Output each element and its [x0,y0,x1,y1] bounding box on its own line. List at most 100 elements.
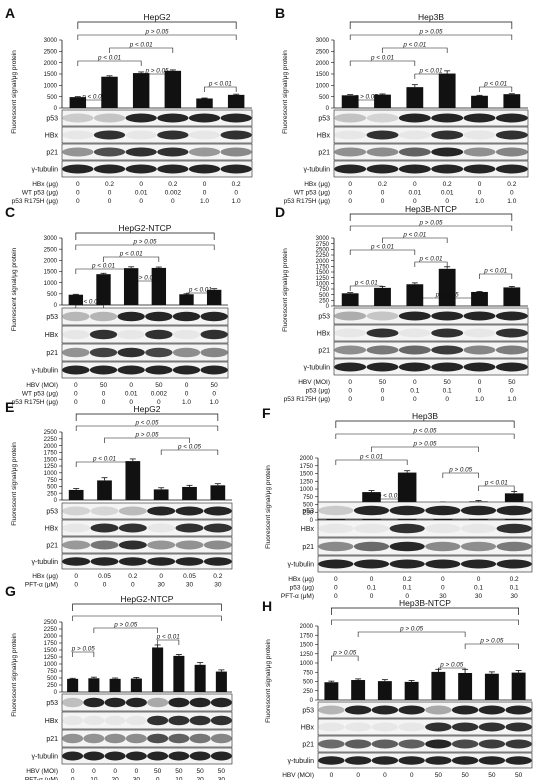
blot-band [398,362,431,372]
blot-band [203,523,232,533]
blot-band [334,113,367,123]
blot-band [210,733,232,744]
condition-label: p53 R175H (μg) [12,198,58,205]
blot-band [62,715,84,726]
significance-bracket [77,34,237,40]
p-value-label: p > 0.05 [332,650,356,657]
y-tick-label: 500 [319,293,330,299]
blot-band [188,113,221,123]
condition-value: 0 [334,593,338,600]
blot-band [505,722,532,732]
blot-band [147,506,176,516]
condition-value: 50 [462,772,470,779]
blot-band [147,751,169,761]
y-tick-label: 2500 [316,50,330,56]
blot-strip [61,729,233,748]
significance-bracket [349,60,416,66]
blot-band [398,328,431,338]
blot-band [200,311,228,322]
blot-band [89,329,118,340]
blot-band [366,147,399,157]
panel-title: HepG2-NTCP [119,223,172,233]
blot-band [62,733,84,744]
blot-row-label: p53 [318,116,330,123]
p-value-label: p < 0.01 [377,493,401,500]
blot-band [398,345,431,355]
y-axis-title: Fluorescent signal/μg protein [265,465,272,549]
significance-bracket [75,461,134,467]
blot-band [495,311,528,321]
blot-band [172,311,201,322]
blot-band [145,311,173,322]
condition-value: 0.2 [403,576,412,583]
y-tick-label: 500 [47,485,58,491]
y-tick-label: 1250 [300,652,314,658]
bar [351,680,366,700]
blot-band [125,751,147,761]
blot-band [93,164,126,174]
significance-bracket [349,285,383,291]
cell-line-bracket [349,21,513,29]
condition-value: 50 [197,768,205,775]
significance-bracket [75,268,132,274]
blot-row-label: p53 [302,508,314,515]
blot-band [425,756,452,765]
p-value-label: p > 0.05 [354,94,378,101]
condition-value: 0 [510,388,514,395]
condition-value: 0 [445,396,449,403]
y-tick-label: 1000 [316,84,330,90]
p-value-label: p < 0.01 [119,251,143,258]
p-value-label: p > 0.05 [145,68,169,75]
condition-value: 0 [71,768,75,775]
y-tick-label: 2500 [316,248,330,254]
y-tick-label: 250 [47,491,58,497]
significance-bracket [349,99,383,105]
p-value-label: p > 0.05 [135,432,159,439]
blot-band [220,164,252,174]
condition-label: HBx (μg) [288,576,314,583]
condition-value: 0 [370,576,374,583]
condition-value: 1.0 [232,198,241,205]
significance-bracket [371,498,408,504]
blot-row-label: γ-tubulin [32,559,59,566]
y-tick-label: 1500 [44,270,58,276]
blot-band [210,715,232,726]
bar [164,70,182,108]
blot-band [125,733,147,744]
y-tick-label: 1500 [44,72,58,78]
p-value-label: p < 0.01 [483,268,507,275]
y-tick-label: 0 [310,518,314,524]
blot-band [189,733,211,744]
condition-value: 0 [383,772,387,779]
bar [438,73,456,108]
blot-band [495,147,528,157]
condition-value: 20 [197,777,205,780]
blot-band [188,147,221,157]
panel-h: H025050075010001250150017502000Fluoresce… [262,598,533,779]
condition-value: 0 [334,585,338,592]
condition-value: 0.1 [410,388,419,395]
significance-bracket [72,651,95,657]
y-tick-label: 750 [47,669,58,675]
blot-band [210,751,232,761]
y-tick-label: 3000 [316,38,330,44]
condition-value: 0.002 [151,391,168,398]
y-tick-label: 0 [326,304,330,310]
significance-bracket [382,47,448,53]
blot-band [366,130,399,140]
p-value-label: p < 0.01 [370,55,394,62]
condition-value: 30 [158,582,166,589]
condition-value: 1.0 [475,396,484,403]
condition-value: 0 [129,382,133,389]
significance-bracket [464,643,519,649]
condition-value: 0 [203,181,207,188]
blot-row-label: p21 [46,736,58,743]
significance-bracket [414,261,448,267]
condition-value: 0.002 [165,190,182,197]
blot-strip [61,693,233,712]
blot-band [425,523,461,534]
panel-letter: H [262,598,272,614]
condition-value: 0 [108,198,112,205]
blot-band [425,722,452,732]
y-tick-label: 1500 [316,270,330,276]
